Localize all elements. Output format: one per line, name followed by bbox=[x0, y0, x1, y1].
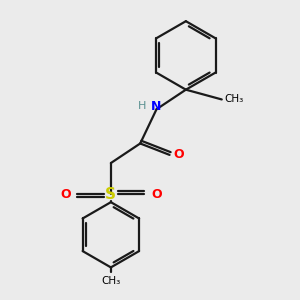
Text: O: O bbox=[60, 188, 71, 200]
Text: S: S bbox=[105, 187, 116, 202]
Text: O: O bbox=[173, 148, 184, 161]
Text: O: O bbox=[151, 188, 162, 200]
Text: CH₃: CH₃ bbox=[101, 275, 121, 286]
Text: N: N bbox=[151, 100, 162, 113]
Text: H: H bbox=[138, 101, 146, 111]
Text: CH₃: CH₃ bbox=[224, 94, 244, 104]
